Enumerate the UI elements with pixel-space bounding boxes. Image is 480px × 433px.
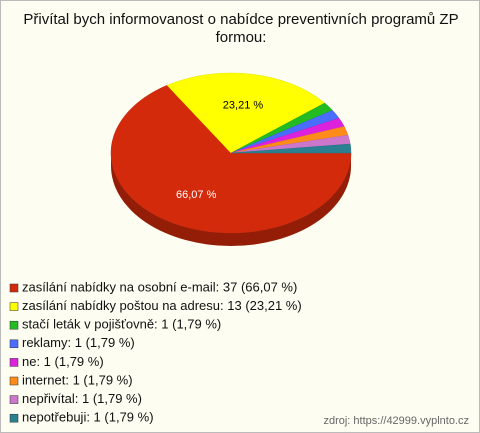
- legend-swatch: [9, 358, 19, 367]
- slice: [110, 85, 352, 234]
- legend-label: zasílání nabídky poštou na adresu: 13 (2…: [22, 298, 302, 313]
- slice: [166, 72, 326, 154]
- slice-label: 66,07 %: [176, 189, 217, 201]
- legend-swatch: [9, 320, 19, 330]
- chart-title: Přivítal bych informovanost o nabídce pr…: [23, 11, 459, 46]
- legend-label: nepřivítal: 1 (1,79 %): [22, 391, 142, 406]
- slice: [230, 143, 352, 154]
- slice-side: [111, 153, 351, 246]
- legend-swatch: [9, 339, 19, 349]
- slice-label: 23,21 %: [223, 100, 264, 112]
- legend-label: reklamy: 1 (1,79 %): [22, 335, 135, 350]
- legend-swatch: [9, 283, 19, 293]
- legend-label: zasílání nabídky na osobní e-mail: 37 (6…: [22, 279, 297, 294]
- legend-swatch: [9, 302, 19, 311]
- legend-swatch: [9, 376, 19, 386]
- source: zdroj: https://42999.vyplnto.cz: [323, 415, 469, 427]
- legend-label: internet: 1 (1,79 %): [22, 372, 133, 387]
- legend-label: ne: 1 (1,79 %): [22, 354, 104, 369]
- legend-label: stačí leták v pojišťovně: 1 (1,79 %): [22, 317, 221, 332]
- legend-swatch: [9, 395, 19, 404]
- legend-label: nepotřebuji: 1 (1,79 %): [22, 410, 154, 425]
- legend-swatch: [9, 413, 19, 423]
